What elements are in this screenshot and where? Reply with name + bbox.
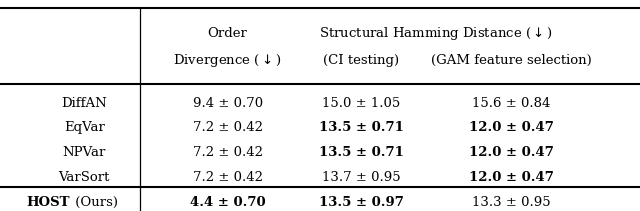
Text: HOST: HOST xyxy=(27,196,70,208)
Text: 4.4 ± 0.70: 4.4 ± 0.70 xyxy=(190,196,266,208)
Text: VarSort: VarSort xyxy=(58,171,110,184)
Text: 12.0 ± 0.47: 12.0 ± 0.47 xyxy=(468,171,554,184)
Text: 15.6 ± 0.84: 15.6 ± 0.84 xyxy=(472,97,550,110)
Text: 13.3 ± 0.95: 13.3 ± 0.95 xyxy=(472,196,550,208)
Text: 7.2 ± 0.42: 7.2 ± 0.42 xyxy=(193,146,262,159)
Text: Divergence ($\downarrow$): Divergence ($\downarrow$) xyxy=(173,51,282,69)
Text: (CI testing): (CI testing) xyxy=(323,54,399,66)
Text: 13.7 ± 0.95: 13.7 ± 0.95 xyxy=(322,171,401,184)
Text: (GAM feature selection): (GAM feature selection) xyxy=(431,54,591,66)
Text: 7.2 ± 0.42: 7.2 ± 0.42 xyxy=(193,122,262,134)
Text: 13.5 ± 0.71: 13.5 ± 0.71 xyxy=(319,146,404,159)
Text: Order: Order xyxy=(207,27,248,40)
Text: 12.0 ± 0.47: 12.0 ± 0.47 xyxy=(468,146,554,159)
Text: EqVar: EqVar xyxy=(64,122,105,134)
Text: (Ours): (Ours) xyxy=(71,196,118,208)
Text: 13.5 ± 0.97: 13.5 ± 0.97 xyxy=(319,196,404,208)
Text: 15.0 ± 1.05: 15.0 ± 1.05 xyxy=(323,97,401,110)
Text: 13.5 ± 0.71: 13.5 ± 0.71 xyxy=(319,122,404,134)
Text: DiffAN: DiffAN xyxy=(61,97,107,110)
Text: 9.4 ± 0.70: 9.4 ± 0.70 xyxy=(193,97,262,110)
Text: NPVar: NPVar xyxy=(63,146,106,159)
Text: 7.2 ± 0.42: 7.2 ± 0.42 xyxy=(193,171,262,184)
Text: Structural Hamming Distance ($\downarrow$): Structural Hamming Distance ($\downarrow… xyxy=(319,25,553,42)
Text: 12.0 ± 0.47: 12.0 ± 0.47 xyxy=(468,122,554,134)
